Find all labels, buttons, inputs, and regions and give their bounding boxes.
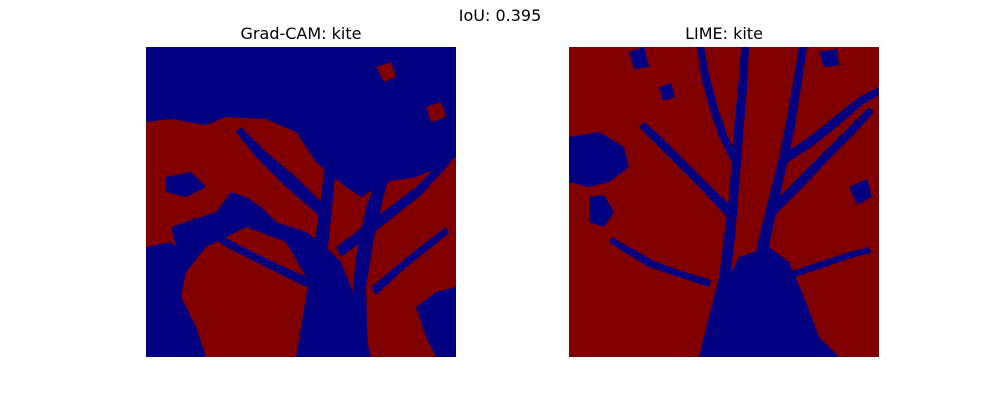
figure-suptitle: IoU: 0.395 [458,6,542,25]
lime-panel-title: LIME: kite [685,24,763,43]
gradcam-mask-image [146,47,456,357]
lime-mask-image [569,47,879,357]
gradcam-panel-title: Grad-CAM: kite [240,24,362,43]
